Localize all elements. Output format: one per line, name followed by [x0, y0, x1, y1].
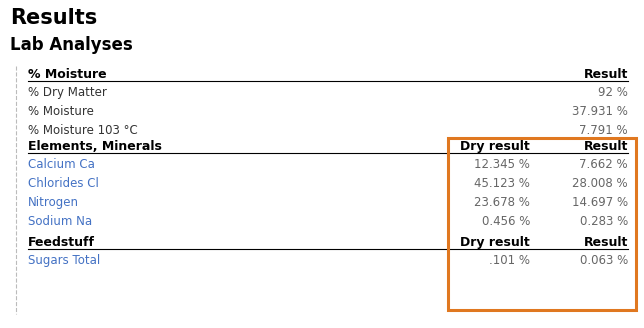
Text: Result: Result	[583, 236, 628, 249]
Text: 7.791 %: 7.791 %	[580, 124, 628, 137]
Bar	[448, 138, 636, 310]
Text: 0.456 %: 0.456 %	[482, 215, 530, 228]
Text: 37.931 %: 37.931 %	[572, 105, 628, 118]
Text: 14.697 %: 14.697 %	[572, 196, 628, 209]
Text: Chlorides Cl: Chlorides Cl	[28, 177, 99, 190]
Text: Result: Result	[583, 140, 628, 153]
Text: 23.678 %: 23.678 %	[474, 196, 530, 209]
Text: Sugars Total: Sugars Total	[28, 254, 100, 267]
Text: Lab Analyses: Lab Analyses	[10, 36, 133, 54]
Text: Calcium Ca: Calcium Ca	[28, 158, 95, 171]
Text: Results: Results	[10, 8, 97, 28]
Text: Dry result: Dry result	[460, 140, 530, 153]
Text: 7.662 %: 7.662 %	[580, 158, 628, 171]
Text: % Moisture: % Moisture	[28, 105, 94, 118]
Text: Feedstuff: Feedstuff	[28, 236, 95, 249]
Text: 0.063 %: 0.063 %	[580, 254, 628, 267]
Text: 45.123 %: 45.123 %	[474, 177, 530, 190]
Text: .101 %: .101 %	[489, 254, 530, 267]
Text: Result: Result	[583, 68, 628, 81]
Text: 28.008 %: 28.008 %	[573, 177, 628, 190]
Text: Nitrogen: Nitrogen	[28, 196, 79, 209]
Text: Sodium Na: Sodium Na	[28, 215, 92, 228]
Text: Dry result: Dry result	[460, 236, 530, 249]
Text: 92 %: 92 %	[598, 86, 628, 99]
Text: 0.283 %: 0.283 %	[580, 215, 628, 228]
Text: % Moisture: % Moisture	[28, 68, 107, 81]
Text: Elements, Minerals: Elements, Minerals	[28, 140, 162, 153]
Text: % Dry Matter: % Dry Matter	[28, 86, 107, 99]
Text: % Moisture 103 °C: % Moisture 103 °C	[28, 124, 138, 137]
Text: 12.345 %: 12.345 %	[474, 158, 530, 171]
